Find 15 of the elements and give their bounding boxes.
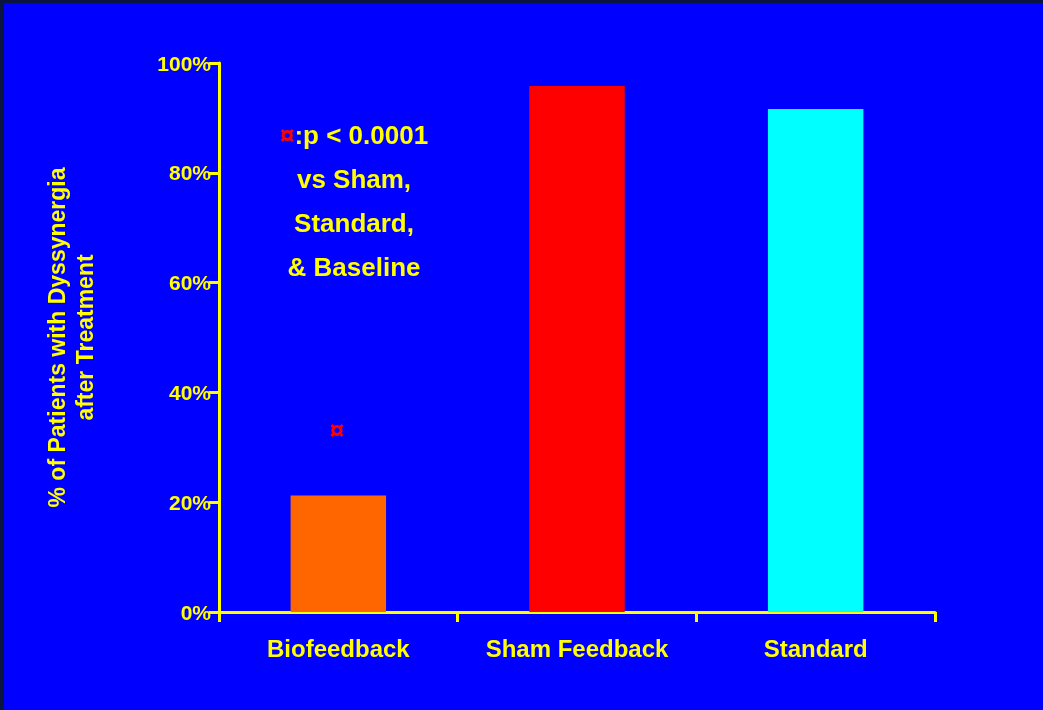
x-tick-label: Biofeedback [266, 634, 411, 662]
y-tick-label: 40% [168, 380, 212, 404]
annotation: ¤:p < 0.0001 vs Sham, Standard, & Baseline [279, 120, 429, 282]
y-tick-label: 0% [180, 600, 212, 624]
bar [290, 495, 387, 612]
y-axis-title: % of Patients with Dyssynergia after Treatment [44, 167, 98, 508]
y-tick-label: 100% [157, 51, 212, 75]
bar [529, 86, 625, 612]
y-tick-label: 60% [168, 271, 212, 295]
annotation: ¤ [329, 415, 345, 445]
x-tick-label: Sham Feedback [485, 634, 670, 662]
y-tick-label: 20% [168, 490, 212, 514]
x-tick-label: Standard [763, 634, 868, 662]
y-tick-label: 80% [168, 161, 212, 185]
bar [767, 109, 864, 612]
